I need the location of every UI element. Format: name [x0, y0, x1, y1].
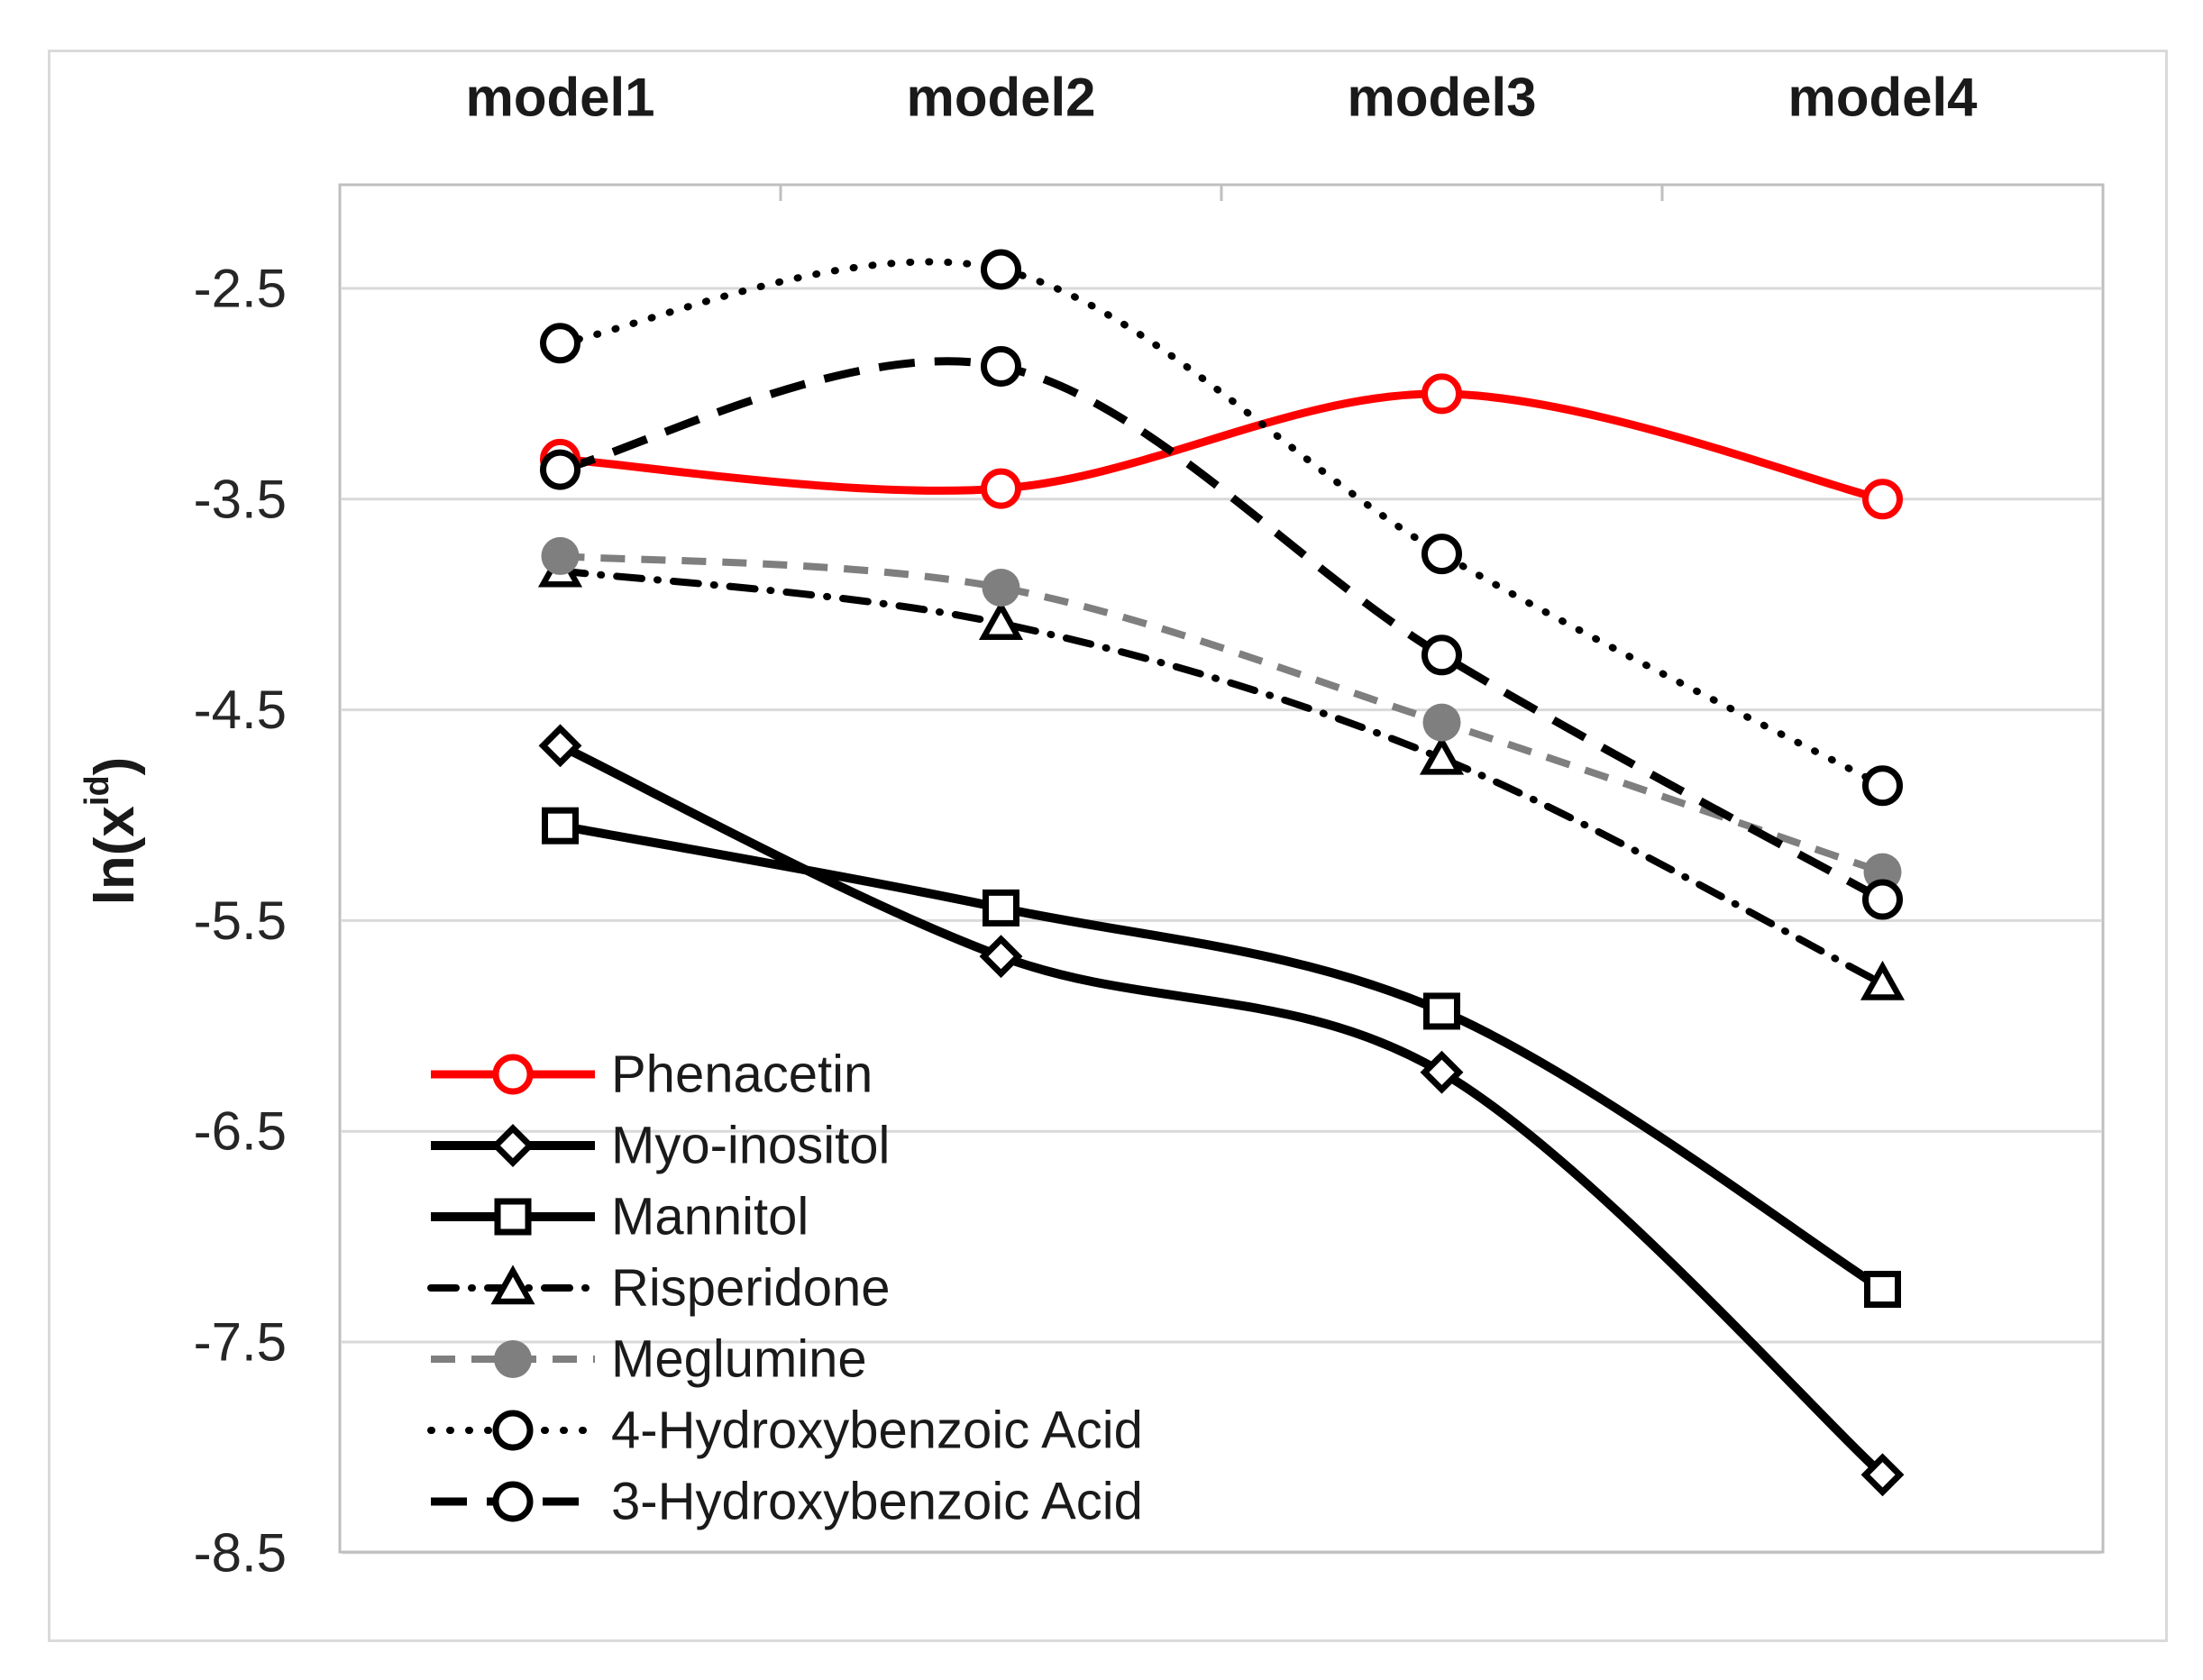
series-marker-meglumine-legend	[494, 1340, 532, 1378]
series-marker-myo-inositol-model1	[538, 724, 582, 768]
legend-item-4-hydroxybenzoic-acid: 4-Hydroxybenzoic Acid	[427, 1402, 1143, 1460]
series-marker-myo-inositol-model2	[979, 935, 1023, 979]
series-marker-meglumine-model1	[541, 536, 580, 575]
series-marker-mannitol-model2	[983, 889, 1019, 927]
series-marker-mannitol-model1	[542, 807, 579, 845]
series-line-meglumine	[560, 552, 1884, 876]
legend-label-myo-inositol: Myo-inositol	[611, 1117, 890, 1175]
legend-item-3-hydroxybenzoic-acid: 3-Hydroxybenzoic Acid	[431, 1473, 1143, 1531]
x-axis-label-model1: model1	[465, 68, 654, 128]
series-marker-4-hydroxybenzoic-acid-model2	[981, 249, 1021, 290]
legend-label-4-hydroxybenzoic-acid: 4-Hydroxybenzoic Acid	[611, 1402, 1143, 1460]
series-marker-4-hydroxybenzoic-acid-model1	[540, 323, 580, 364]
series-marker-risperidone-model3	[1419, 735, 1465, 775]
series-line-mannitol	[559, 821, 1886, 1293]
x-axis-label-model4: model4	[1787, 68, 1978, 128]
legend-label-risperidone: Risperidone	[611, 1259, 891, 1318]
series-marker-mannitol-model3	[1423, 992, 1460, 1030]
legend-label-mannitol: Mannitol	[611, 1188, 809, 1246]
series-marker-phenacetin-model4	[1862, 479, 1903, 520]
series-marker-risperidone-legend	[490, 1265, 535, 1305]
y-axis-title: ln(xid)	[78, 757, 147, 906]
y-axis-tick-label--4-5: -4.5	[194, 680, 287, 740]
series-marker-4-hydroxybenzoic-acid-legend	[492, 1410, 534, 1451]
series-marker-myo-inositol-model4	[1860, 1453, 1905, 1497]
y-axis-title-close: )	[84, 756, 146, 776]
series-marker-myo-inositol-model3	[1420, 1050, 1464, 1094]
y-axis-tick-label--6-5: -6.5	[194, 1101, 287, 1162]
series-marker-4-hydroxybenzoic-acid-model4	[1862, 765, 1903, 807]
series-marker-meglumine-model3	[1422, 703, 1461, 742]
series-line-phenacetin	[560, 389, 1884, 504]
series-marker-3-hydroxybenzoic-acid-model2	[981, 346, 1021, 388]
series-line-risperidone	[556, 567, 1887, 988]
x-axis-label-model3: model3	[1347, 68, 1536, 128]
legend-label-3-hydroxybenzoic-acid: 3-Hydroxybenzoic Acid	[611, 1473, 1143, 1531]
series-marker-mannitol-model4	[1864, 1271, 1901, 1309]
series-marker-myo-inositol-legend	[491, 1124, 535, 1167]
series-marker-3-hydroxybenzoic-acid-legend	[492, 1481, 534, 1522]
y-axis-tick-label--5-5: -5.5	[194, 890, 287, 951]
x-axis-label-model2: model2	[906, 68, 1095, 128]
series-marker-risperidone-model2	[978, 600, 1024, 640]
y-axis-tick-label--2-5: -2.5	[194, 259, 287, 319]
legend-item-risperidone: Risperidone	[427, 1259, 891, 1318]
series-marker-phenacetin-legend	[492, 1054, 534, 1095]
series-marker-mannitol-legend	[494, 1198, 532, 1236]
y-axis-title-text: ln(x	[84, 806, 146, 906]
y-axis-title-superscript: id	[78, 775, 116, 807]
legend-item-phenacetin: Phenacetin	[431, 1045, 873, 1104]
legend-label-phenacetin: Phenacetin	[611, 1045, 873, 1104]
y-axis-tick-label--8-5: -8.5	[194, 1522, 287, 1583]
series-marker-risperidone-model4	[1860, 960, 1906, 1000]
series-marker-phenacetin-model3	[1421, 373, 1462, 415]
y-axis-tick-label--3-5: -3.5	[194, 469, 287, 529]
series-line-4-hydroxybenzoic-acid	[556, 258, 1887, 790]
series-marker-3-hydroxybenzoic-acid-model3	[1421, 635, 1462, 676]
series-marker-3-hydroxybenzoic-acid-model4	[1862, 879, 1903, 920]
series-marker-4-hydroxybenzoic-acid-model3	[1421, 534, 1462, 575]
series-marker-phenacetin-model2	[981, 468, 1021, 509]
y-axis-tick-label--7-5: -7.5	[194, 1312, 287, 1373]
series-marker-3-hydroxybenzoic-acid-model1	[540, 449, 580, 490]
legend-label-meglumine: Meglumine	[611, 1330, 867, 1389]
series-marker-meglumine-model2	[982, 568, 1020, 607]
series-line-myo-inositol	[558, 741, 1886, 1478]
legend-item-mannitol: Mannitol	[431, 1188, 809, 1246]
